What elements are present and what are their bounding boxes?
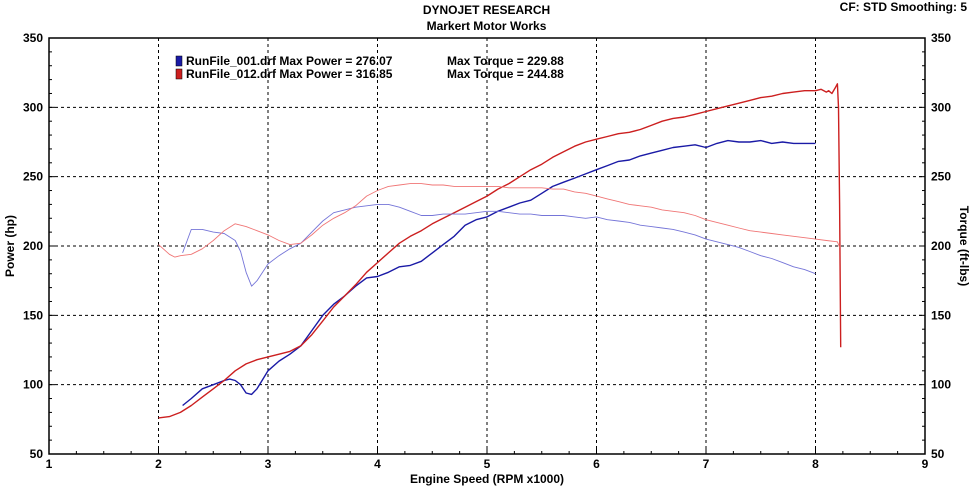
x-tick-label: 7 bbox=[703, 457, 710, 471]
y2-tick-label: 150 bbox=[931, 308, 951, 322]
y2-tick-label: 350 bbox=[931, 31, 951, 45]
legend-torque: Max Torque = 229.88 bbox=[447, 54, 564, 68]
legend-swatch bbox=[175, 68, 183, 80]
y2-tick-label: 200 bbox=[931, 239, 951, 253]
y-tick-label: 100 bbox=[23, 378, 43, 392]
y-tick-label: 150 bbox=[23, 308, 43, 322]
y-tick-label: 250 bbox=[23, 170, 43, 184]
x-tick-label: 4 bbox=[374, 457, 381, 471]
y2-tick-label: 300 bbox=[931, 100, 951, 114]
chart-series bbox=[158, 83, 842, 419]
chart-subtitle: Markert Motor Works bbox=[426, 19, 547, 33]
legend-torque: Max Torque = 244.88 bbox=[447, 67, 564, 81]
series-line-runfile-012-drf-power bbox=[158, 83, 842, 419]
x-tick-label: 2 bbox=[155, 457, 162, 471]
x-tick-label: 9 bbox=[922, 457, 929, 471]
y-tick-label: 200 bbox=[23, 239, 43, 253]
y-tick-label: 300 bbox=[23, 100, 43, 114]
chart-legend: RunFile_001.drf Max Power = 276.07 Max To… bbox=[175, 54, 564, 81]
chart-title: DYNOJET RESEARCH bbox=[422, 3, 551, 17]
cf-smoothing-label: CF: STD Smoothing: 5 bbox=[839, 0, 967, 14]
y2-tick-label: 50 bbox=[931, 447, 945, 461]
y2-tick-label: 250 bbox=[931, 170, 951, 184]
y-axis-label-left: Power (hp) bbox=[3, 215, 17, 277]
legend-file-power: RunFile_001.drf Max Power = 276.07 bbox=[186, 54, 393, 68]
x-tick-label: 6 bbox=[593, 457, 600, 471]
chart-grid bbox=[49, 38, 925, 454]
series-line-runfile-012-drf-torque bbox=[158, 183, 841, 258]
x-tick-label: 3 bbox=[265, 457, 272, 471]
x-tick-label: 1 bbox=[46, 457, 53, 471]
y-tick-label: 50 bbox=[30, 447, 44, 461]
legend-file-power: RunFile_012.drf Max Power = 316.85 bbox=[186, 67, 393, 81]
y2-tick-label: 100 bbox=[931, 378, 951, 392]
y-axis-label-right: Torque (ft-lbs) bbox=[957, 206, 971, 286]
series-line-runfile-001-drf-torque bbox=[182, 203, 816, 287]
series-line-runfile-001-drf-power bbox=[182, 139, 816, 407]
x-tick-label: 5 bbox=[484, 457, 491, 471]
x-axis-label: Engine Speed (RPM x1000) bbox=[410, 472, 564, 486]
legend-swatch bbox=[175, 55, 183, 67]
x-tick-label: 8 bbox=[812, 457, 819, 471]
y-tick-label: 350 bbox=[23, 31, 43, 45]
